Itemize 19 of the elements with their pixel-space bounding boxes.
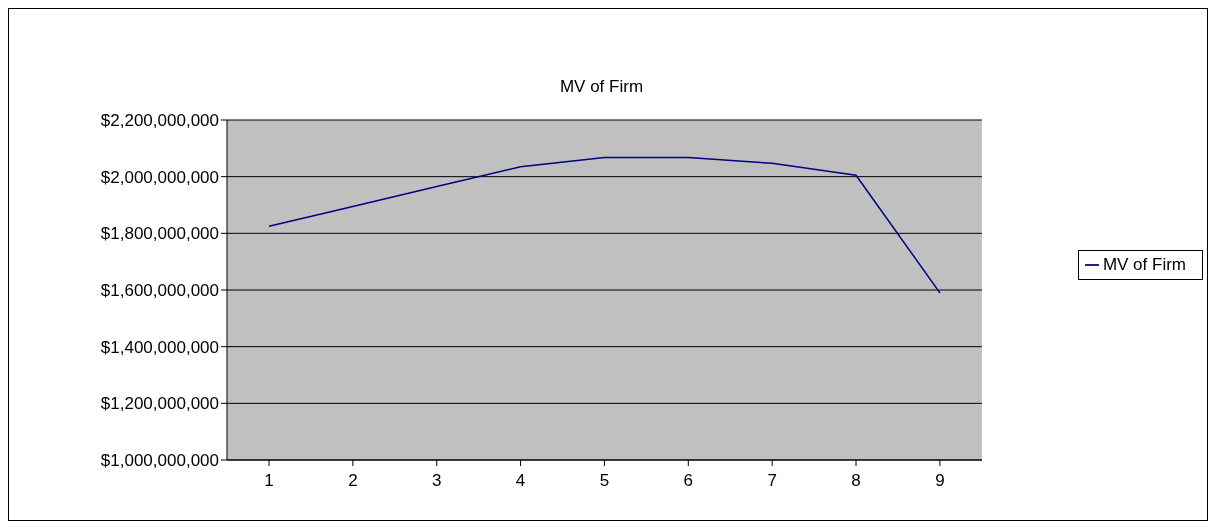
y-tick-label: $1,800,000,000 bbox=[100, 224, 219, 244]
x-tick-label: 6 bbox=[683, 471, 694, 491]
x-tick-label: 8 bbox=[851, 471, 861, 491]
y-tick-label: $2,000,000,000 bbox=[100, 167, 219, 187]
x-tick-label: 5 bbox=[599, 471, 610, 491]
y-tick-label: $2,200,000,000 bbox=[100, 111, 219, 131]
line-series bbox=[268, 156, 941, 294]
x-tick-label: 7 bbox=[767, 471, 777, 491]
y-tick-label: $1,200,000,000 bbox=[100, 394, 219, 414]
x-tick-label: 1 bbox=[264, 471, 274, 491]
x-tick-label: 4 bbox=[515, 471, 526, 491]
x-tick-label: 9 bbox=[935, 471, 945, 491]
chart-title: MV of Firm bbox=[558, 77, 645, 97]
y-tick-label: $1,400,000,000 bbox=[100, 337, 219, 357]
y-tick-label: $1,600,000,000 bbox=[100, 281, 219, 301]
x-tick-label: 3 bbox=[431, 471, 442, 491]
y-tick-label: $1,000,000,000 bbox=[100, 451, 219, 471]
x-tick-label: 2 bbox=[348, 471, 358, 491]
legend-label: MV of Firm bbox=[1102, 254, 1186, 274]
